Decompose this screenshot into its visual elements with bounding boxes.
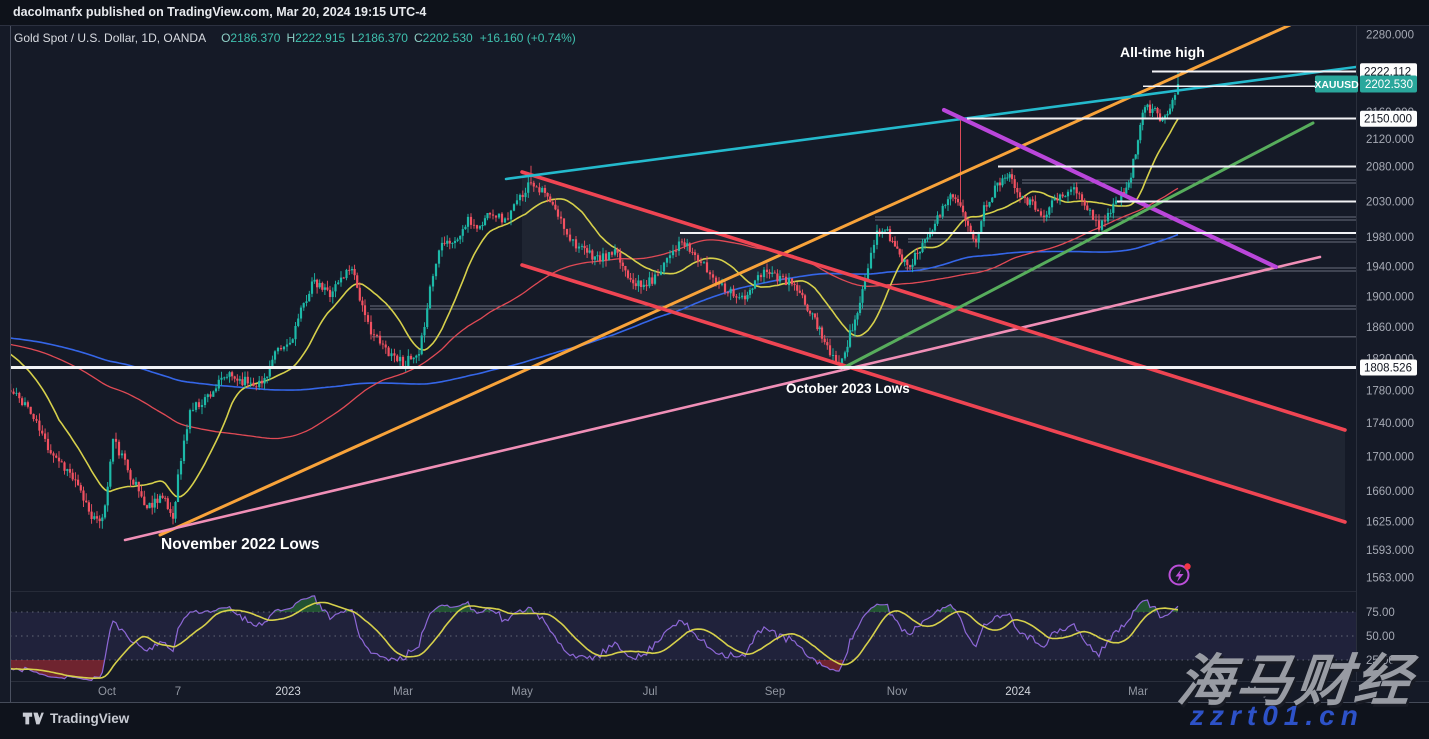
annotation-november-2022-lows: November 2022 Lows — [161, 536, 320, 553]
high-value: 2222.915 — [295, 31, 346, 45]
rsi-axis-label: 25.00 — [1366, 655, 1395, 667]
symbol-title[interactable]: Gold Spot / U.S. Dollar, 1D, OANDA — [14, 31, 207, 45]
price-axis-label: 1660.000 — [1366, 486, 1414, 498]
price-axis-label: 1940.000 — [1366, 262, 1414, 274]
rsi-pane — [5, 595, 1356, 681]
notification-dot — [1184, 563, 1191, 570]
low-label: L — [351, 31, 358, 45]
time-axis-label: Mar — [393, 686, 413, 698]
red-channel-fill — [522, 172, 1345, 522]
price-axis-label: 2280.000 — [1366, 29, 1414, 41]
price-axis-label: 1563.000 — [1366, 572, 1414, 584]
price-axis-label: 1980.000 — [1366, 232, 1414, 244]
tradingview-brand-text: TradingView — [50, 711, 130, 726]
rsi-overbought-fill — [482, 608, 495, 612]
symbol-legend[interactable]: Gold Spot / U.S. Dollar, 1D, OANDA O2186.… — [14, 31, 576, 45]
time-axis-label: Nov — [887, 686, 908, 698]
price-level-tag: 2222.112 — [1360, 63, 1417, 80]
annotation-all-time-high: All-time high — [1120, 44, 1205, 60]
price-axis-label: 1593.000 — [1366, 545, 1414, 557]
high-label: H — [286, 31, 296, 45]
publisher-bar: dacolmanfx published on TradingView.com,… — [0, 0, 1429, 25]
trendline-descending-resistance-purple[interactable] — [941, 107, 1279, 270]
price-axis[interactable] — [1356, 25, 1429, 681]
trendline-long-term-support-pink[interactable] — [123, 255, 1322, 542]
trendline-rising-wedge-teal[interactable] — [504, 65, 1356, 181]
rsi-overbought-fill — [273, 595, 327, 612]
rsi-overbought-fill — [867, 604, 890, 612]
price-axis-label: 1625.000 — [1366, 516, 1414, 528]
time-axis-label: May — [511, 686, 533, 698]
ma-sma-20[interactable] — [5, 118, 1179, 498]
time-axis-label: 2024 — [1005, 686, 1031, 698]
time-axis-label: 2023 — [275, 686, 301, 698]
flash-icon — [1168, 563, 1191, 586]
trendline-channel-bottom-red[interactable] — [520, 263, 1347, 524]
price-axis-label: 1860.000 — [1366, 322, 1414, 334]
annotation-october-2023-lows: October 2023 Lows — [786, 381, 910, 396]
svg-text:2202.530: 2202.530 — [1365, 79, 1413, 91]
rsi-line[interactable] — [5, 595, 1179, 681]
trendline-rising-support-green[interactable] — [841, 121, 1315, 370]
price-axis-label: 2080.000 — [1366, 161, 1414, 173]
time-axis-label: Oct — [98, 686, 117, 698]
price-axis-label: 2030.000 — [1366, 196, 1414, 208]
tradingview-logo-icon — [22, 712, 44, 725]
widget-top-border — [0, 25, 1429, 26]
time-axis[interactable] — [10, 681, 1429, 702]
trendline-channel-top-red[interactable] — [520, 170, 1347, 432]
widget-bottom-border — [0, 702, 1429, 703]
symbol-price-tag: XAUUSD 2202.530 — [1314, 75, 1417, 93]
time-axis-label: May — [1247, 686, 1269, 698]
publisher-text: dacolmanfx published on TradingView.com,… — [13, 5, 427, 19]
price-axis-label: 1740.000 — [1366, 418, 1414, 430]
time-axis-label: Sep — [765, 686, 785, 698]
rsi-oversold-fill — [10, 660, 105, 681]
svg-text:2150.000: 2150.000 — [1364, 114, 1412, 126]
low-value: 2186.370 — [357, 31, 408, 45]
tradingview-attribution[interactable]: TradingView — [22, 711, 129, 726]
trendline-ascending-support-orange[interactable] — [158, 25, 1292, 537]
rsi-ma-line[interactable] — [5, 601, 1179, 680]
flash-refresh-button[interactable] — [1167, 562, 1193, 588]
close-label: C — [413, 31, 423, 45]
svg-text:1808.526: 1808.526 — [1364, 363, 1412, 375]
widget-left-border — [10, 25, 11, 702]
price-level-tag: 2150.000 — [1360, 110, 1417, 127]
rsi-axis-label: 75.00 — [1366, 607, 1395, 619]
chart-widget-background — [0, 25, 1429, 702]
time-axis-label: 7 — [175, 686, 181, 698]
time-axis-label: Jul — [643, 686, 658, 698]
price-axis-label: 1700.000 — [1366, 452, 1414, 464]
close-value: 2202.530 — [422, 31, 473, 45]
svg-text:2222.112: 2222.112 — [1364, 66, 1411, 78]
change-value: +16.160 (+0.74%) — [479, 31, 576, 45]
rsi-overbought-fill — [1132, 600, 1158, 612]
ma-sma-100[interactable] — [5, 187, 1179, 440]
ma-sma-200[interactable] — [5, 233, 1179, 391]
candle-bodies — [10, 84, 1180, 522]
rsi-axis-label: 50.00 — [1366, 631, 1395, 643]
price-axis-label: 1780.000 — [1366, 385, 1414, 397]
svg-text:XAUUSD: XAUUSD — [1314, 79, 1359, 91]
time-axis-label: Mar — [1128, 686, 1148, 698]
price-level-tag: 1808.526 — [1360, 359, 1417, 376]
price-pane — [5, 25, 1356, 542]
open-label: O — [221, 31, 231, 45]
price-axis-label: 2120.000 — [1366, 134, 1414, 146]
open-value: 2186.370 — [230, 31, 281, 45]
price-axis-label: 1900.000 — [1366, 292, 1414, 304]
